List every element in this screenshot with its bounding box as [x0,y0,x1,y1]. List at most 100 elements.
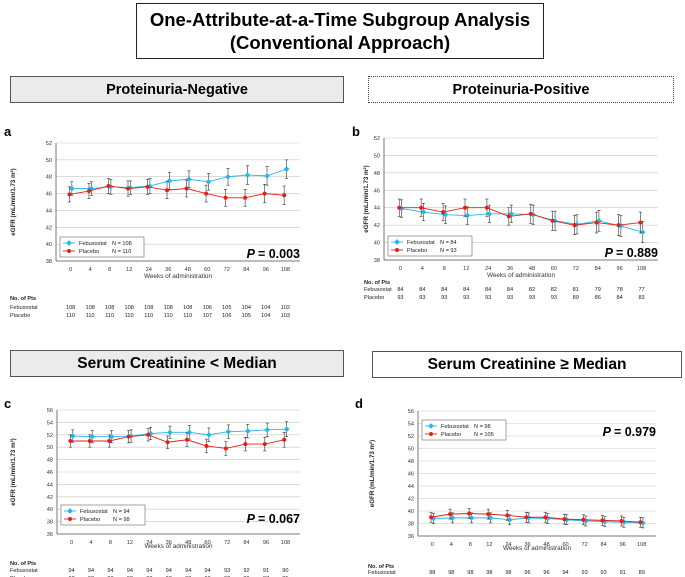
data-point-placebo [243,195,248,200]
series-line-febuxostat [433,517,643,524]
x-tick-label: 108 [281,540,290,546]
p-value-symbol: P [247,512,258,526]
p-value: P = 0.067 [247,512,300,526]
y-tick-label: 42 [46,225,52,231]
count-cell: 94 [205,568,211,574]
data-point-febuxostat [167,429,173,436]
p-value-text: = 0.889 [616,246,658,260]
y-tick-label: 56 [47,408,53,414]
data-point-placebo [638,220,643,225]
count-cell: 108 [105,305,114,311]
data-point-placebo [484,205,489,210]
data-point-placebo [594,220,599,225]
y-axis-title: eGFR (mL/min/1.73 m²) [10,168,17,235]
data-point-placebo [467,511,472,516]
panel-label-a: a [4,124,12,139]
count-row-label: Febuxostat [10,305,38,311]
series-line-placebo [70,434,285,449]
count-cell: 110 [164,313,173,319]
main-title-line2: (Conventional Approach) [229,32,451,53]
data-point-placebo [562,517,567,522]
count-cell: 108 [85,305,94,311]
x-tick-label: 4 [89,540,92,546]
count-cell: 98 [429,570,435,576]
data-point-placebo [543,515,548,520]
x-tick-label: 60 [562,542,568,548]
x-tick-label: 12 [126,267,132,273]
x-tick-label: 8 [469,542,472,548]
header-creatinine-above-median: Serum Creatinine ≥ Median [372,351,682,378]
data-point-placebo [282,437,287,442]
count-cell: 93 [485,295,491,301]
y-tick-label: 52 [408,434,414,440]
y-tick-label: 46 [46,192,52,198]
data-point-placebo [429,515,434,520]
legend-n: N = 84 [440,240,457,246]
data-point-placebo [486,512,491,517]
count-row-label: Febuxostat [10,568,38,574]
y-tick-label: 40 [408,509,414,515]
y-tick-label: 38 [46,259,52,265]
count-cell: 106 [203,305,212,311]
count-row-label: Placebo [10,313,30,319]
count-cell: 89 [573,295,579,301]
x-tick-label: 48 [185,540,191,546]
data-point-placebo [505,513,510,518]
data-point-placebo [68,439,73,443]
legend-marker [395,248,399,252]
series-line-febuxostat [401,208,643,233]
data-point-placebo [184,186,189,191]
legend-box [421,419,507,441]
legend-marker [429,432,433,436]
p-value-symbol: P [603,425,614,439]
legend-marker [67,508,73,514]
data-point-placebo [165,440,170,445]
count-cell: 84 [485,287,491,293]
data-point-placebo [441,210,446,215]
y-tick-label: 48 [46,175,52,181]
series-line-febuxostat [72,428,287,438]
x-tick-label: 96 [620,542,626,548]
count-cell: 104 [261,305,270,311]
y-tick-label: 52 [46,141,52,147]
legend-label: Placebo [79,249,99,255]
count-cell: 93 [601,570,607,576]
x-tick-label: 108 [637,266,646,272]
count-cell: 93 [507,295,513,301]
y-tick-label: 40 [46,242,52,248]
x-tick-label: 8 [443,266,446,272]
legend-marker [66,240,72,246]
count-cell: 96 [524,570,530,576]
y-tick-label: 52 [47,433,53,439]
legend-n: N = 98 [474,424,491,430]
count-cell: 94 [166,568,172,574]
x-tick-label: 72 [581,542,587,548]
data-point-placebo [262,442,267,447]
x-tick-label: 24 [505,542,511,548]
legend-n: N = 94 [113,509,130,515]
data-point-placebo [146,432,151,437]
x-tick-label: 24 [485,266,491,272]
data-point-placebo [448,512,453,517]
header-creatinine-below-median: Serum Creatinine < Median [10,350,344,377]
count-cell: 105 [242,313,251,319]
panel-label-c: c [4,396,12,411]
data-point-febuxostat [283,426,290,433]
x-tick-label: 0 [70,540,73,546]
count-cell: 103 [281,313,290,319]
data-point-placebo [165,188,170,193]
data-point-febuxostat [89,433,96,440]
data-point-placebo [262,191,267,196]
x-tick-label: 36 [166,540,172,546]
data-point-placebo [145,184,150,189]
count-cell: 91 [263,568,269,574]
count-cell: 84 [617,295,623,301]
count-cell: 98 [448,570,454,576]
header-proteinuria-negative: Proteinuria-Negative [10,76,344,103]
y-tick-label: 46 [47,470,53,476]
count-cell: 93 [463,295,469,301]
count-cell: 94 [562,570,568,576]
legend-marker [394,239,400,245]
